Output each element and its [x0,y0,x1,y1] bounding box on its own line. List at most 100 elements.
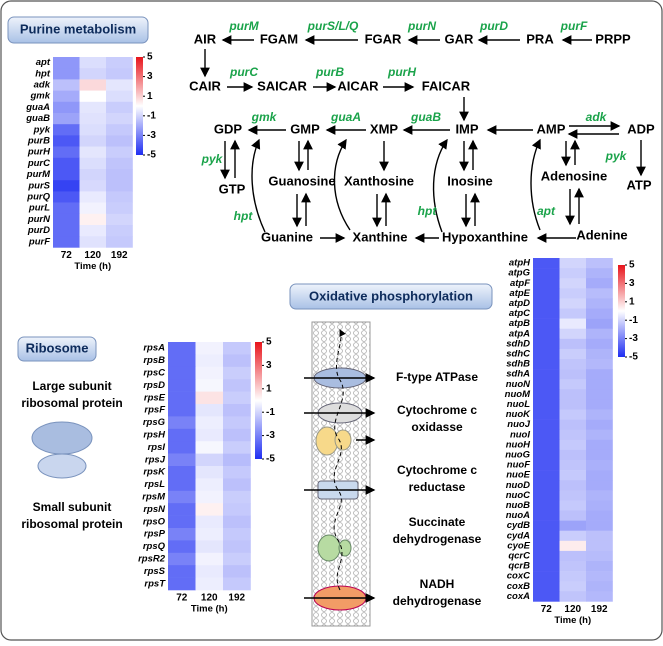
title-box [17,336,97,362]
heatmap-cell [533,369,560,380]
row-label: nuoD [506,480,530,491]
heatmap-cell [586,439,613,451]
heatmap-cell [586,591,613,602]
heatmap-cell [586,258,613,269]
heatmap-cell [586,571,613,582]
heatmap-cell [586,510,613,521]
heatmap-cell [79,236,107,248]
heatmap-cell [195,404,224,417]
heatmap-cell [223,428,251,442]
enzyme: purD [479,19,508,33]
enzyme: adk [586,110,608,124]
metabolite: ADP [627,121,655,136]
row-label: adk [34,80,51,91]
heatmap-cell [106,236,133,248]
row-label: sdhA [506,369,530,380]
heatmap-cell [195,540,224,554]
colorbar-label: -5 [629,352,638,363]
heatmap-cell [168,478,196,492]
heatmap-cell [559,530,587,542]
heatmap-cell [168,379,196,392]
row-label: coxA [507,591,530,602]
heatmap-cell [79,213,107,226]
heatmap-cell [586,288,613,299]
heatmap-cell [533,530,560,542]
row-label: purH [27,147,51,158]
heatmap-cell [559,288,587,299]
row-label: atpC [509,308,530,319]
heatmap-cell [79,124,107,136]
heatmap-cell [586,470,613,481]
heatmap-cell [106,202,133,215]
axis-label: Time (h) [191,604,228,615]
colorbar-label: 5 [629,260,635,271]
metabolite: Xanthosine [344,173,414,188]
heatmap-cell [79,79,107,91]
title-box [7,16,149,44]
heatmap-cell [533,591,560,602]
heatmap-cell [533,510,560,521]
complex-label: Cytochrome c [397,463,477,477]
heatmap-cell [53,169,80,181]
row-label: nuoL [507,399,530,410]
heatmap-cell [586,540,613,552]
row-label: rpsH [143,430,166,441]
heatmap-cell [168,577,196,591]
colorbar-label: 3 [629,278,635,289]
heatmap-cell [223,552,251,566]
row-label: purB [27,136,50,147]
col-label: 120 [201,593,218,604]
col-label: 72 [61,250,73,261]
row-label: purS [27,180,50,191]
heatmap-cell [223,577,251,591]
heatmap-cell [223,540,251,554]
heatmap-cell [195,453,224,467]
heatmap-cell [533,399,560,410]
metabolite: Adenosine [541,168,607,183]
heatmap-cell [533,348,560,360]
row-label: rpsF [144,405,165,416]
heatmap-cell [533,540,560,552]
heatmap-cell [533,429,560,441]
axis-label: Time (h) [554,615,591,626]
heatmap-cell [106,135,133,147]
complex-label: Cytochrome c [397,403,477,417]
col-label: 72 [541,604,553,615]
heatmap-cell [559,510,587,521]
heatmap-cell [559,359,587,370]
row-label: nuoJ [507,419,530,430]
heatmap-cell [223,441,251,454]
pathway-arrows [200,35,646,243]
complex-label: reductase [409,480,466,494]
heatmap-cell [195,528,224,541]
metabolite: FGAM [260,31,298,46]
label: Large subunit [32,379,111,393]
metabolite: Guanosine [268,173,335,188]
row-label: rpsI [148,442,166,453]
row-label: purF [28,236,50,247]
metabolite: FAICAR [422,78,471,93]
row-label: qcrB [508,561,530,572]
label: ribosomal protein [21,517,122,531]
enzyme: guaA [330,110,361,124]
heatmap-cell [533,258,560,269]
colorbar-label: -5 [266,454,275,465]
row-label: nuoK [506,409,531,420]
heatmap-cell [195,391,224,405]
row-label: rpsL [144,479,165,490]
enzyme: purM [228,19,259,33]
heatmap-cell [195,366,224,380]
heatmap-cell [559,540,587,552]
heatmap-cell [168,342,196,355]
colorbar-label: -3 [147,130,156,141]
complex [334,429,352,451]
metabolite: Inosine [447,173,493,188]
heatmap-cell [586,328,613,340]
heatmap-cell [106,79,133,91]
heatmap-cell [168,453,196,467]
heatmap-cell [79,146,107,159]
heatmap-cell [106,68,133,80]
heatmap-cell [559,470,587,481]
heatmap-cell [195,379,224,392]
panel-title: Ribosome [26,340,89,355]
